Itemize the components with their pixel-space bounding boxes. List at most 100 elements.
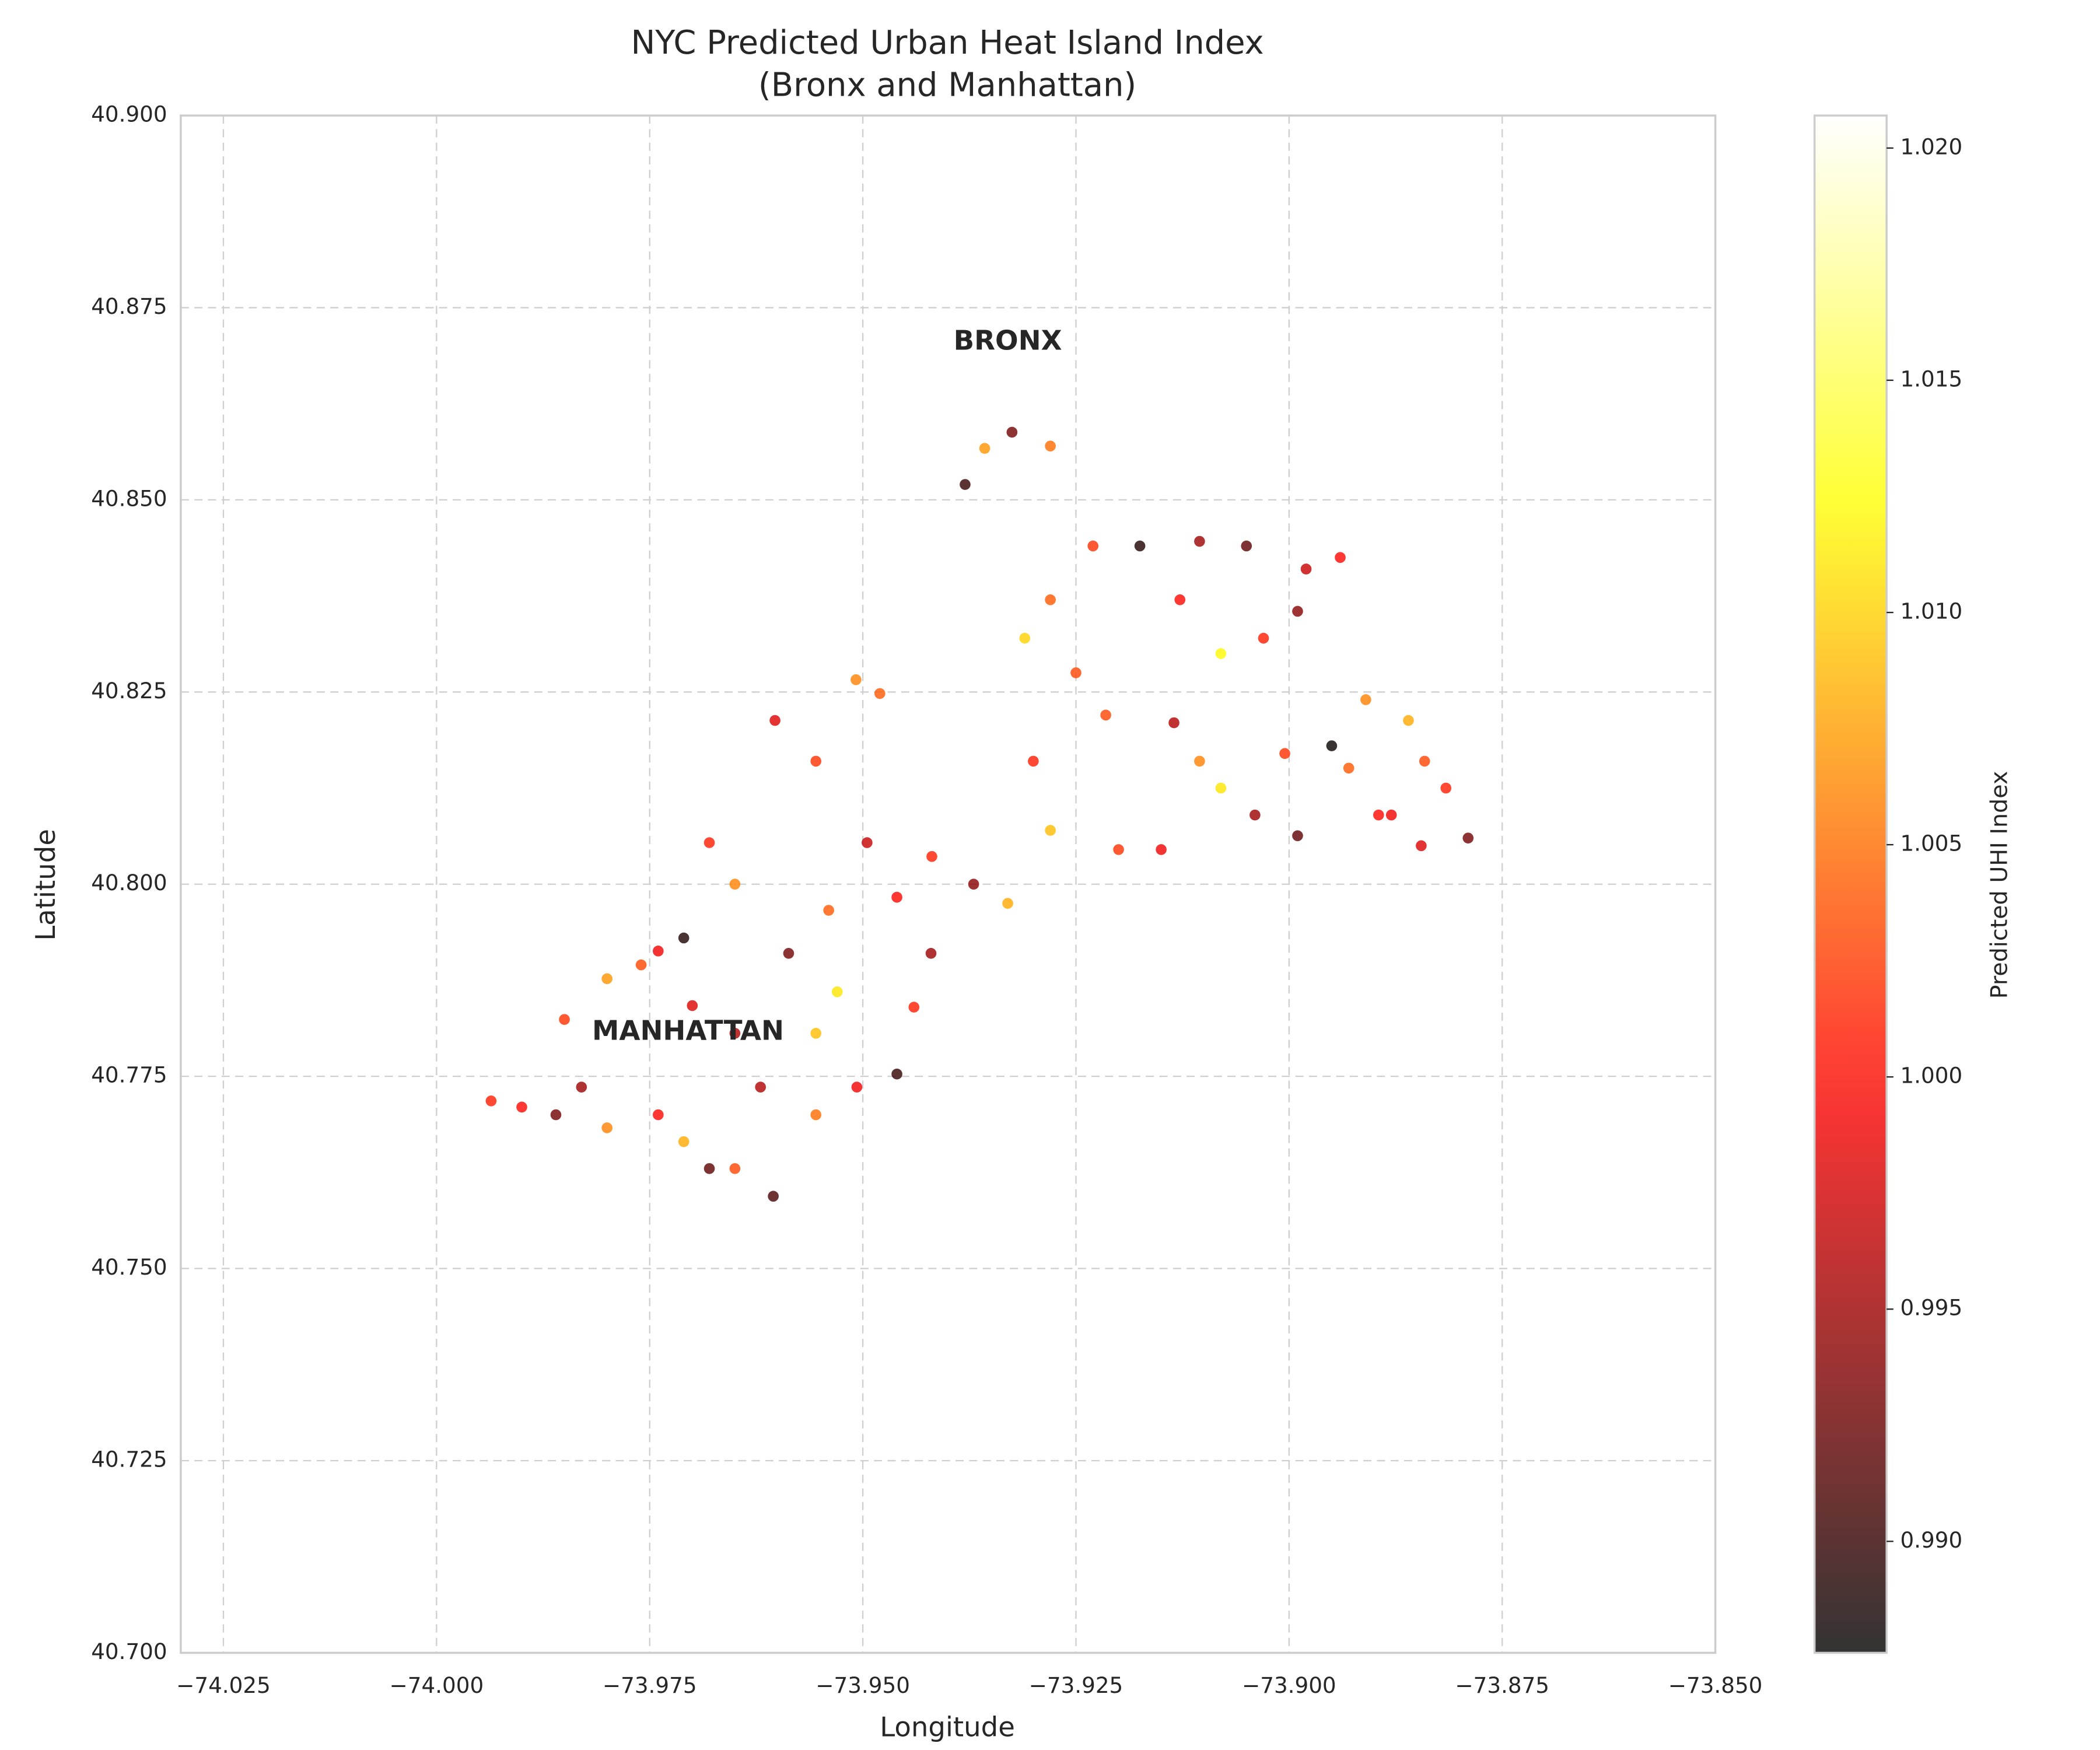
data-point bbox=[704, 837, 715, 848]
data-point bbox=[485, 1095, 497, 1107]
data-point bbox=[874, 688, 886, 699]
data-point bbox=[810, 755, 822, 767]
data-point bbox=[891, 1068, 902, 1080]
data-point bbox=[862, 837, 873, 848]
data-point bbox=[678, 932, 690, 944]
x-tick-label: −73.900 bbox=[1242, 1672, 1336, 1698]
data-point bbox=[850, 674, 862, 685]
data-point bbox=[810, 1028, 822, 1039]
data-point bbox=[755, 1082, 766, 1093]
data-point bbox=[729, 878, 741, 890]
data-point bbox=[925, 947, 937, 959]
data-point bbox=[960, 479, 971, 490]
colorbar-tick-label: 1.005 bbox=[1900, 831, 1962, 856]
data-point bbox=[516, 1101, 527, 1113]
y-tick-label: 40.800 bbox=[91, 870, 167, 895]
y-tick-label: 40.850 bbox=[91, 485, 167, 511]
y-tick-label: 40.725 bbox=[91, 1446, 167, 1472]
data-point bbox=[1028, 755, 1039, 767]
data-point bbox=[1292, 830, 1303, 842]
data-point bbox=[550, 1109, 562, 1121]
data-point bbox=[1174, 594, 1186, 606]
data-point bbox=[1215, 648, 1227, 659]
data-point bbox=[1194, 755, 1205, 767]
data-point bbox=[1241, 540, 1252, 552]
y-tick-label: 40.875 bbox=[91, 293, 167, 319]
data-point bbox=[687, 1000, 698, 1012]
data-point bbox=[635, 959, 647, 971]
data-point bbox=[1403, 715, 1414, 726]
data-point bbox=[1045, 440, 1056, 452]
x-tick-label: −73.875 bbox=[1455, 1672, 1549, 1698]
data-point bbox=[729, 1163, 741, 1174]
data-point bbox=[810, 1109, 822, 1121]
colorbar-tick-label: 0.990 bbox=[1900, 1527, 1962, 1553]
data-point bbox=[968, 878, 979, 890]
y-tick-label: 40.775 bbox=[91, 1062, 167, 1088]
y-tick-label: 40.700 bbox=[91, 1639, 167, 1664]
data-point bbox=[1134, 540, 1146, 552]
data-point bbox=[1215, 782, 1227, 794]
annotation: BRONX bbox=[954, 324, 1062, 356]
x-axis-label: Longitude bbox=[880, 1711, 1015, 1742]
data-point bbox=[1006, 426, 1018, 438]
data-point bbox=[729, 1028, 741, 1039]
colorbar-tick-label: 1.015 bbox=[1900, 366, 1962, 391]
data-point bbox=[1045, 825, 1056, 836]
colorbar-label: Predicted UHI Index bbox=[1986, 771, 2013, 999]
data-point bbox=[1019, 632, 1031, 644]
data-point bbox=[1360, 694, 1371, 705]
data-point bbox=[1156, 844, 1167, 855]
x-tick-label: −74.000 bbox=[390, 1672, 484, 1698]
data-point bbox=[1113, 844, 1124, 855]
annotation: MANHATTAN bbox=[592, 1015, 784, 1046]
y-tick-label: 40.900 bbox=[91, 102, 167, 127]
data-point bbox=[783, 947, 794, 959]
data-point bbox=[1045, 594, 1056, 606]
plot-frame bbox=[180, 114, 1717, 1654]
y-tick-label: 40.825 bbox=[91, 678, 167, 704]
data-point bbox=[1326, 740, 1338, 751]
data-point bbox=[1440, 782, 1452, 794]
data-point bbox=[768, 1191, 779, 1202]
data-point bbox=[1002, 898, 1013, 909]
data-point bbox=[1300, 564, 1312, 575]
data-point bbox=[601, 1122, 612, 1133]
colorbar bbox=[1813, 114, 1888, 1654]
data-point bbox=[1419, 755, 1430, 767]
colorbar-tick-label: 1.010 bbox=[1900, 598, 1962, 624]
data-point bbox=[1292, 606, 1303, 617]
data-point bbox=[979, 443, 991, 454]
data-point bbox=[601, 973, 612, 985]
data-point bbox=[1385, 809, 1397, 821]
data-point bbox=[1070, 667, 1082, 678]
data-point bbox=[1279, 748, 1290, 760]
data-point bbox=[1416, 840, 1427, 852]
data-point bbox=[653, 946, 664, 957]
data-point bbox=[1258, 632, 1269, 644]
data-point bbox=[823, 905, 834, 916]
data-point bbox=[1343, 762, 1354, 774]
x-tick-label: −73.950 bbox=[816, 1672, 910, 1698]
data-point bbox=[1194, 536, 1205, 547]
x-tick-label: −73.850 bbox=[1668, 1672, 1763, 1698]
data-point bbox=[1373, 809, 1384, 821]
data-point bbox=[769, 715, 780, 726]
data-point bbox=[704, 1163, 715, 1174]
data-point bbox=[1335, 552, 1346, 564]
data-point bbox=[653, 1109, 664, 1121]
data-point bbox=[1168, 717, 1180, 729]
colorbar-tick-label: 1.020 bbox=[1900, 134, 1962, 159]
chart-subtitle: (Bronx and Manhattan) bbox=[758, 66, 1136, 104]
data-point bbox=[1100, 709, 1111, 721]
data-point bbox=[678, 1136, 690, 1147]
y-axis-label: Latitude bbox=[30, 829, 61, 941]
data-point bbox=[831, 986, 843, 998]
x-tick-label: −73.925 bbox=[1029, 1672, 1124, 1698]
data-point bbox=[1462, 832, 1474, 844]
data-point bbox=[559, 1014, 570, 1025]
data-point bbox=[851, 1082, 863, 1093]
data-point bbox=[576, 1082, 587, 1093]
colorbar-tick-label: 0.995 bbox=[1900, 1295, 1962, 1321]
